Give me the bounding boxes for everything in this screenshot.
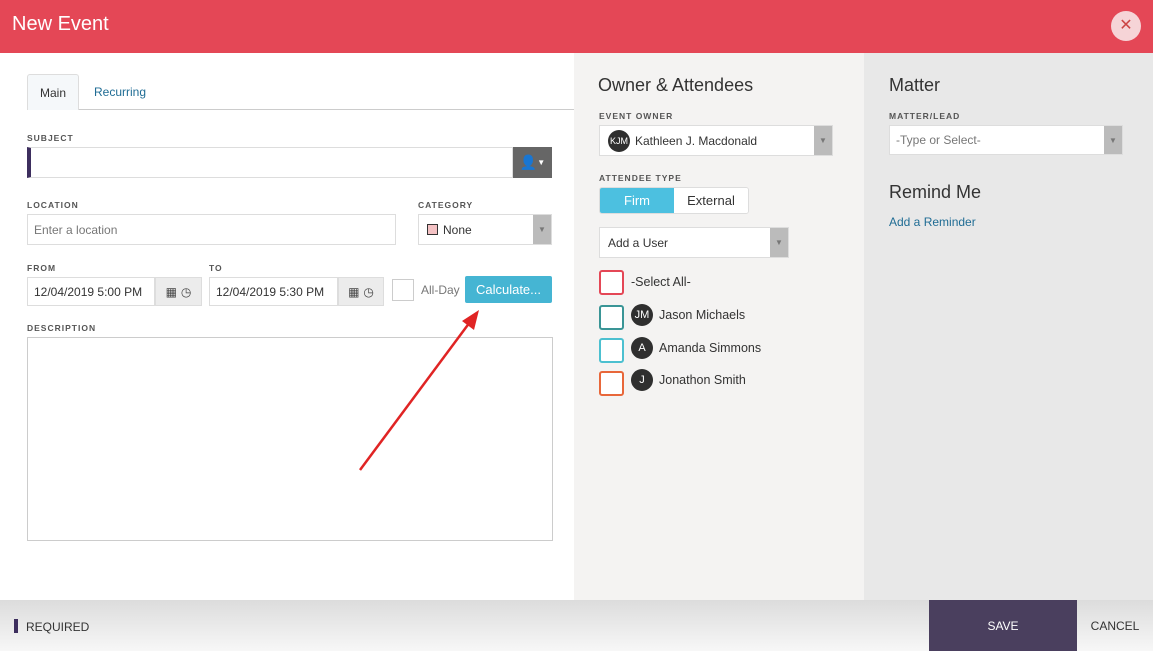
attendee-name: Amanda Simmons: [659, 341, 762, 355]
description-label: DESCRIPTION: [27, 323, 97, 333]
clock-icon[interactable]: ◷: [363, 284, 374, 299]
calendar-icon[interactable]: ▦: [348, 284, 360, 299]
matter-lead-select[interactable]: -Type or Select- ▼: [889, 125, 1123, 155]
tab-main[interactable]: Main: [27, 74, 80, 110]
save-button[interactable]: SAVE: [929, 600, 1077, 651]
category-label: CATEGORY: [418, 200, 474, 210]
dialog-header: [0, 0, 1153, 53]
owner-attendees-title: Owner & Attendees: [598, 75, 754, 95]
calendar-icon[interactable]: ▦: [165, 284, 177, 299]
firm-toggle[interactable]: Firm: [600, 188, 674, 213]
add-user-value: Add a User: [608, 235, 669, 250]
chevron-down-icon: ▼: [1104, 126, 1122, 154]
avatar: KJM: [608, 129, 630, 152]
event-owner-name: Kathleen J. Macdonald: [635, 133, 758, 148]
attendee-checkbox[interactable]: [599, 338, 624, 363]
external-toggle[interactable]: External: [674, 188, 748, 213]
category-swatch: [427, 224, 438, 235]
chevron-down-icon: ▼: [770, 228, 788, 257]
subject-label: SUBJECT: [27, 133, 74, 143]
attendee-name: Jason Michaels: [659, 308, 746, 322]
chevron-down-icon: ▼: [814, 126, 832, 155]
add-user-select[interactable]: Add a User ▼: [599, 227, 789, 258]
tab-divider: [27, 109, 574, 110]
add-reminder-link[interactable]: Add a Reminder: [889, 215, 976, 229]
calculate-button[interactable]: Calculate...: [465, 276, 552, 303]
matter-lead-label: MATTER/LEAD: [889, 111, 961, 121]
location-input[interactable]: Enter a location: [27, 214, 396, 245]
dialog-title: New Event: [12, 13, 109, 35]
close-icon[interactable]: ✕: [1111, 11, 1141, 41]
required-marker: [14, 619, 18, 633]
tab-recurring[interactable]: Recurring: [94, 85, 147, 99]
remind-me-title: Remind Me: [889, 182, 982, 202]
privacy-spy-icon[interactable]: 👤 ▼: [513, 147, 552, 178]
event-owner-label: EVENT OWNER: [599, 111, 674, 121]
category-value: None: [443, 222, 472, 237]
attendee-type-toggle: Firm External: [599, 187, 749, 214]
attendee-type-label: ATTENDEE TYPE: [599, 173, 682, 183]
avatar: JM: [631, 304, 653, 326]
clock-icon[interactable]: ◷: [180, 284, 192, 299]
attendee-checkbox[interactable]: [599, 371, 624, 396]
all-day-checkbox[interactable]: [392, 279, 414, 301]
attendee-checkbox[interactable]: [599, 305, 624, 330]
avatar: A: [631, 337, 653, 359]
required-legend: REQUIRED: [26, 620, 90, 634]
from-input[interactable]: 12/04/2019 5:00 PM: [27, 277, 155, 306]
from-label: FROM: [27, 263, 57, 273]
all-day-label: All-Day: [421, 283, 460, 297]
location-label: LOCATION: [27, 200, 79, 210]
category-select[interactable]: None ▼: [418, 214, 552, 245]
cancel-button[interactable]: CANCEL: [1090, 618, 1140, 633]
location-placeholder: Enter a location: [34, 222, 118, 237]
select-all-checkbox[interactable]: [599, 270, 624, 295]
to-label: TO: [209, 263, 223, 273]
to-input[interactable]: 12/04/2019 5:30 PM: [209, 277, 338, 306]
chevron-down-icon: ▼: [533, 215, 551, 244]
avatar: J: [631, 369, 653, 391]
attendee-name: Jonathon Smith: [659, 373, 746, 387]
from-picker[interactable]: ▦ ◷: [155, 277, 202, 306]
select-all-label: -Select All-: [631, 275, 691, 289]
matter-title: Matter: [889, 75, 941, 95]
to-picker[interactable]: ▦ ◷: [338, 277, 384, 306]
event-owner-select[interactable]: KJM Kathleen J. Macdonald ▼: [599, 125, 833, 156]
description-textarea[interactable]: [27, 337, 553, 541]
subject-input[interactable]: [27, 147, 513, 178]
matter-placeholder: -Type or Select-: [896, 133, 981, 147]
